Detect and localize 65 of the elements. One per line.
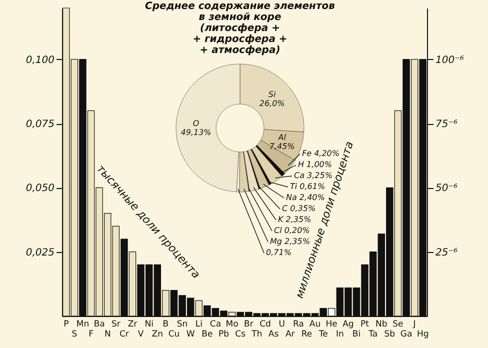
- x-tick-label: Zr: [128, 320, 138, 330]
- y2-tick-label: 50⁻⁶: [436, 183, 458, 194]
- x-tick-label: Re: [301, 330, 312, 340]
- y-tick-label: 0,050: [26, 183, 54, 194]
- x-tick-label: Hg: [416, 330, 429, 340]
- x-tick-label: Cd: [260, 320, 271, 330]
- x-tick-label: Cs: [235, 330, 246, 340]
- chart-title: Среднее содержание элементов в земной коре (литосфера + + гидросфера + + атмосфера): [145, 1, 335, 56]
- x-tick-label: Ta: [368, 330, 378, 340]
- x-tick-label: U: [278, 320, 285, 330]
- x-tick-label: Ga: [400, 330, 412, 340]
- x-tick-label: Mn: [76, 320, 90, 330]
- x-tick-label: Be: [202, 330, 213, 340]
- x-tick-label: Cu: [168, 330, 180, 340]
- x-tick-label: Sr: [111, 320, 121, 330]
- x-tick-label: Au: [309, 320, 321, 330]
- y2-tick-label: 100⁻⁶: [436, 54, 464, 66]
- slice-label: C 0,35%: [282, 204, 316, 213]
- x-tick-label: Mo: [226, 320, 238, 330]
- data-label: 26,0%: [259, 98, 285, 108]
- x-tick-label: Ar: [285, 330, 296, 340]
- data-label: 7,45%: [269, 142, 295, 151]
- x-tick-label: As: [268, 330, 280, 340]
- slice-label: H 1,00%: [298, 160, 332, 169]
- x-tick-label: He: [326, 320, 338, 330]
- x-tick-label: Cr: [119, 330, 130, 340]
- y2-tick-label: 25⁻⁶: [436, 247, 458, 258]
- x-tick-label: Pb: [218, 330, 230, 340]
- x-tick-label: P: [64, 320, 69, 330]
- x-tick-label: S: [72, 330, 78, 340]
- slice-label: Al: [277, 132, 287, 142]
- x-tick-label: Nb: [375, 320, 388, 330]
- x-tick-label: Ca: [210, 320, 222, 330]
- x-tick-label: Th: [250, 330, 262, 340]
- slice-label: Ca 3,25%: [294, 171, 332, 180]
- y-tick-label: 0,025: [26, 247, 54, 258]
- x-tick-label: N: [104, 330, 111, 340]
- x-tick-label: Bi: [352, 330, 361, 340]
- x-tick-label: Sb: [384, 330, 396, 340]
- x-tick-label: Ba: [94, 320, 105, 330]
- y-tick-label: 0,075: [26, 119, 54, 130]
- x-tick-label: Br: [244, 320, 254, 330]
- x-tick-label: Pt: [360, 320, 370, 330]
- slice-label: K 2,35%: [278, 215, 312, 224]
- x-tick-label: Li: [195, 320, 202, 330]
- x-tick-label: J: [412, 320, 416, 330]
- x-tick-label: Te: [318, 330, 328, 340]
- y2-tick-label: 75⁻⁶: [436, 119, 458, 130]
- y-tick-label: 0,100: [26, 54, 54, 66]
- slice-label: Si: [268, 90, 276, 99]
- slice-label: O: [192, 118, 200, 128]
- data-label: 0,71%: [266, 248, 292, 257]
- x-tick-label: Ra: [292, 320, 304, 330]
- x-tick-label: Zn: [152, 330, 164, 340]
- x-tick-label: B: [162, 320, 169, 330]
- data-label: 49,13%: [180, 128, 212, 137]
- x-tick-label: V: [138, 330, 144, 340]
- x-tick-label: Se: [392, 320, 404, 330]
- x-tick-label: Ag: [342, 320, 354, 330]
- x-tick-label: W: [186, 330, 196, 340]
- slice-label: Ti 0,61%: [290, 182, 326, 191]
- x-tick-label: In: [336, 330, 344, 340]
- x-tick-label: F: [88, 330, 94, 340]
- x-tick-label: Sn: [176, 320, 188, 330]
- x-tick-label: Ni: [144, 320, 154, 330]
